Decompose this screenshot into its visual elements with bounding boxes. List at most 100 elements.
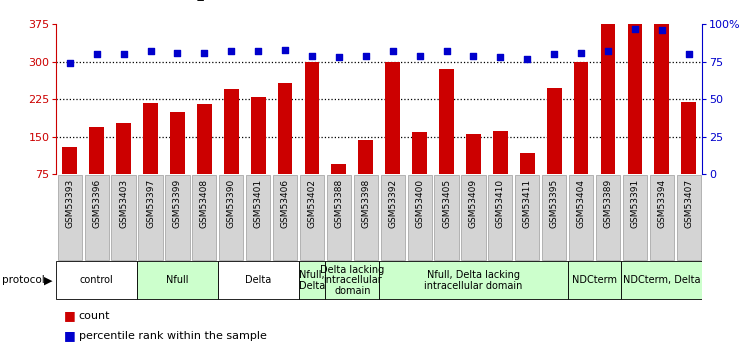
Text: GSM53409: GSM53409: [469, 179, 478, 228]
Bar: [305, 62, 319, 212]
Bar: [143, 103, 158, 212]
Text: GSM53410: GSM53410: [496, 179, 505, 228]
Bar: [278, 83, 292, 212]
Point: [548, 51, 560, 57]
FancyBboxPatch shape: [434, 175, 459, 260]
Point: [279, 47, 291, 52]
Bar: [654, 24, 669, 212]
FancyBboxPatch shape: [111, 175, 136, 260]
Bar: [358, 140, 373, 212]
Bar: [628, 24, 642, 212]
FancyBboxPatch shape: [408, 175, 432, 260]
FancyBboxPatch shape: [542, 175, 566, 260]
Point: [64, 60, 76, 66]
Text: GSM53399: GSM53399: [173, 179, 182, 228]
FancyBboxPatch shape: [219, 175, 243, 260]
Text: GSM53388: GSM53388: [334, 179, 343, 228]
Text: GSM53411: GSM53411: [523, 179, 532, 228]
Point: [521, 56, 533, 61]
FancyBboxPatch shape: [622, 261, 702, 299]
Text: protocol: protocol: [2, 275, 44, 285]
Bar: [574, 62, 589, 212]
FancyBboxPatch shape: [165, 175, 189, 260]
Point: [118, 51, 130, 57]
Text: GSM53403: GSM53403: [119, 179, 128, 228]
FancyBboxPatch shape: [58, 175, 82, 260]
Point: [360, 53, 372, 58]
FancyBboxPatch shape: [569, 175, 593, 260]
Point: [494, 55, 506, 60]
Text: GSM53389: GSM53389: [604, 179, 613, 228]
FancyBboxPatch shape: [192, 175, 216, 260]
Point: [387, 48, 399, 54]
Bar: [385, 62, 400, 212]
Point: [467, 53, 479, 58]
Text: Nfull: Nfull: [166, 275, 189, 285]
FancyBboxPatch shape: [56, 261, 137, 299]
Bar: [681, 102, 696, 212]
Text: GSM53395: GSM53395: [550, 179, 559, 228]
Bar: [493, 131, 508, 212]
Text: Delta lacking
intracellular
domain: Delta lacking intracellular domain: [320, 265, 385, 296]
Bar: [170, 112, 185, 212]
Text: Nfull,
Delta: Nfull, Delta: [299, 270, 325, 291]
Text: GSM53401: GSM53401: [254, 179, 263, 228]
Text: control: control: [80, 275, 113, 285]
Bar: [224, 89, 239, 212]
Point: [171, 50, 183, 56]
Text: percentile rank within the sample: percentile rank within the sample: [79, 331, 267, 341]
Bar: [331, 164, 346, 212]
FancyBboxPatch shape: [300, 175, 324, 260]
FancyBboxPatch shape: [596, 175, 620, 260]
Text: GSM53396: GSM53396: [92, 179, 101, 228]
FancyBboxPatch shape: [623, 175, 647, 260]
Text: GSM53397: GSM53397: [146, 179, 155, 228]
Text: GSM53390: GSM53390: [227, 179, 236, 228]
Point: [144, 48, 156, 54]
Bar: [251, 97, 266, 212]
FancyBboxPatch shape: [138, 175, 163, 260]
FancyBboxPatch shape: [327, 175, 351, 260]
Point: [683, 51, 695, 57]
Text: GSM53400: GSM53400: [415, 179, 424, 228]
FancyBboxPatch shape: [381, 175, 405, 260]
Point: [225, 48, 237, 54]
Point: [91, 51, 103, 57]
Text: ▶: ▶: [44, 275, 52, 285]
FancyBboxPatch shape: [568, 261, 622, 299]
Point: [252, 48, 264, 54]
FancyBboxPatch shape: [246, 175, 270, 260]
FancyBboxPatch shape: [515, 175, 539, 260]
Point: [198, 50, 210, 56]
FancyBboxPatch shape: [299, 261, 325, 299]
FancyBboxPatch shape: [677, 175, 701, 260]
Bar: [547, 88, 562, 212]
FancyBboxPatch shape: [85, 175, 109, 260]
Text: GSM53407: GSM53407: [684, 179, 693, 228]
Text: count: count: [79, 311, 110, 321]
Bar: [439, 69, 454, 212]
Bar: [601, 24, 615, 212]
Text: GSM53406: GSM53406: [281, 179, 290, 228]
Text: Nfull, Delta lacking
intracellular domain: Nfull, Delta lacking intracellular domai…: [424, 270, 523, 291]
Point: [441, 48, 453, 54]
Point: [414, 53, 426, 58]
FancyBboxPatch shape: [461, 175, 486, 260]
FancyBboxPatch shape: [650, 175, 674, 260]
Bar: [62, 147, 77, 212]
Text: Delta: Delta: [245, 275, 271, 285]
FancyBboxPatch shape: [273, 175, 297, 260]
Point: [656, 27, 668, 33]
FancyBboxPatch shape: [379, 261, 568, 299]
Bar: [89, 127, 104, 212]
FancyBboxPatch shape: [488, 175, 512, 260]
Text: GSM53402: GSM53402: [307, 179, 316, 228]
Bar: [197, 104, 212, 212]
Text: ■: ■: [64, 329, 76, 343]
Text: GSM53398: GSM53398: [361, 179, 370, 228]
FancyBboxPatch shape: [218, 261, 299, 299]
Bar: [466, 134, 481, 212]
Text: NDCterm: NDCterm: [572, 275, 617, 285]
FancyBboxPatch shape: [354, 175, 378, 260]
Text: ■: ■: [64, 309, 76, 322]
